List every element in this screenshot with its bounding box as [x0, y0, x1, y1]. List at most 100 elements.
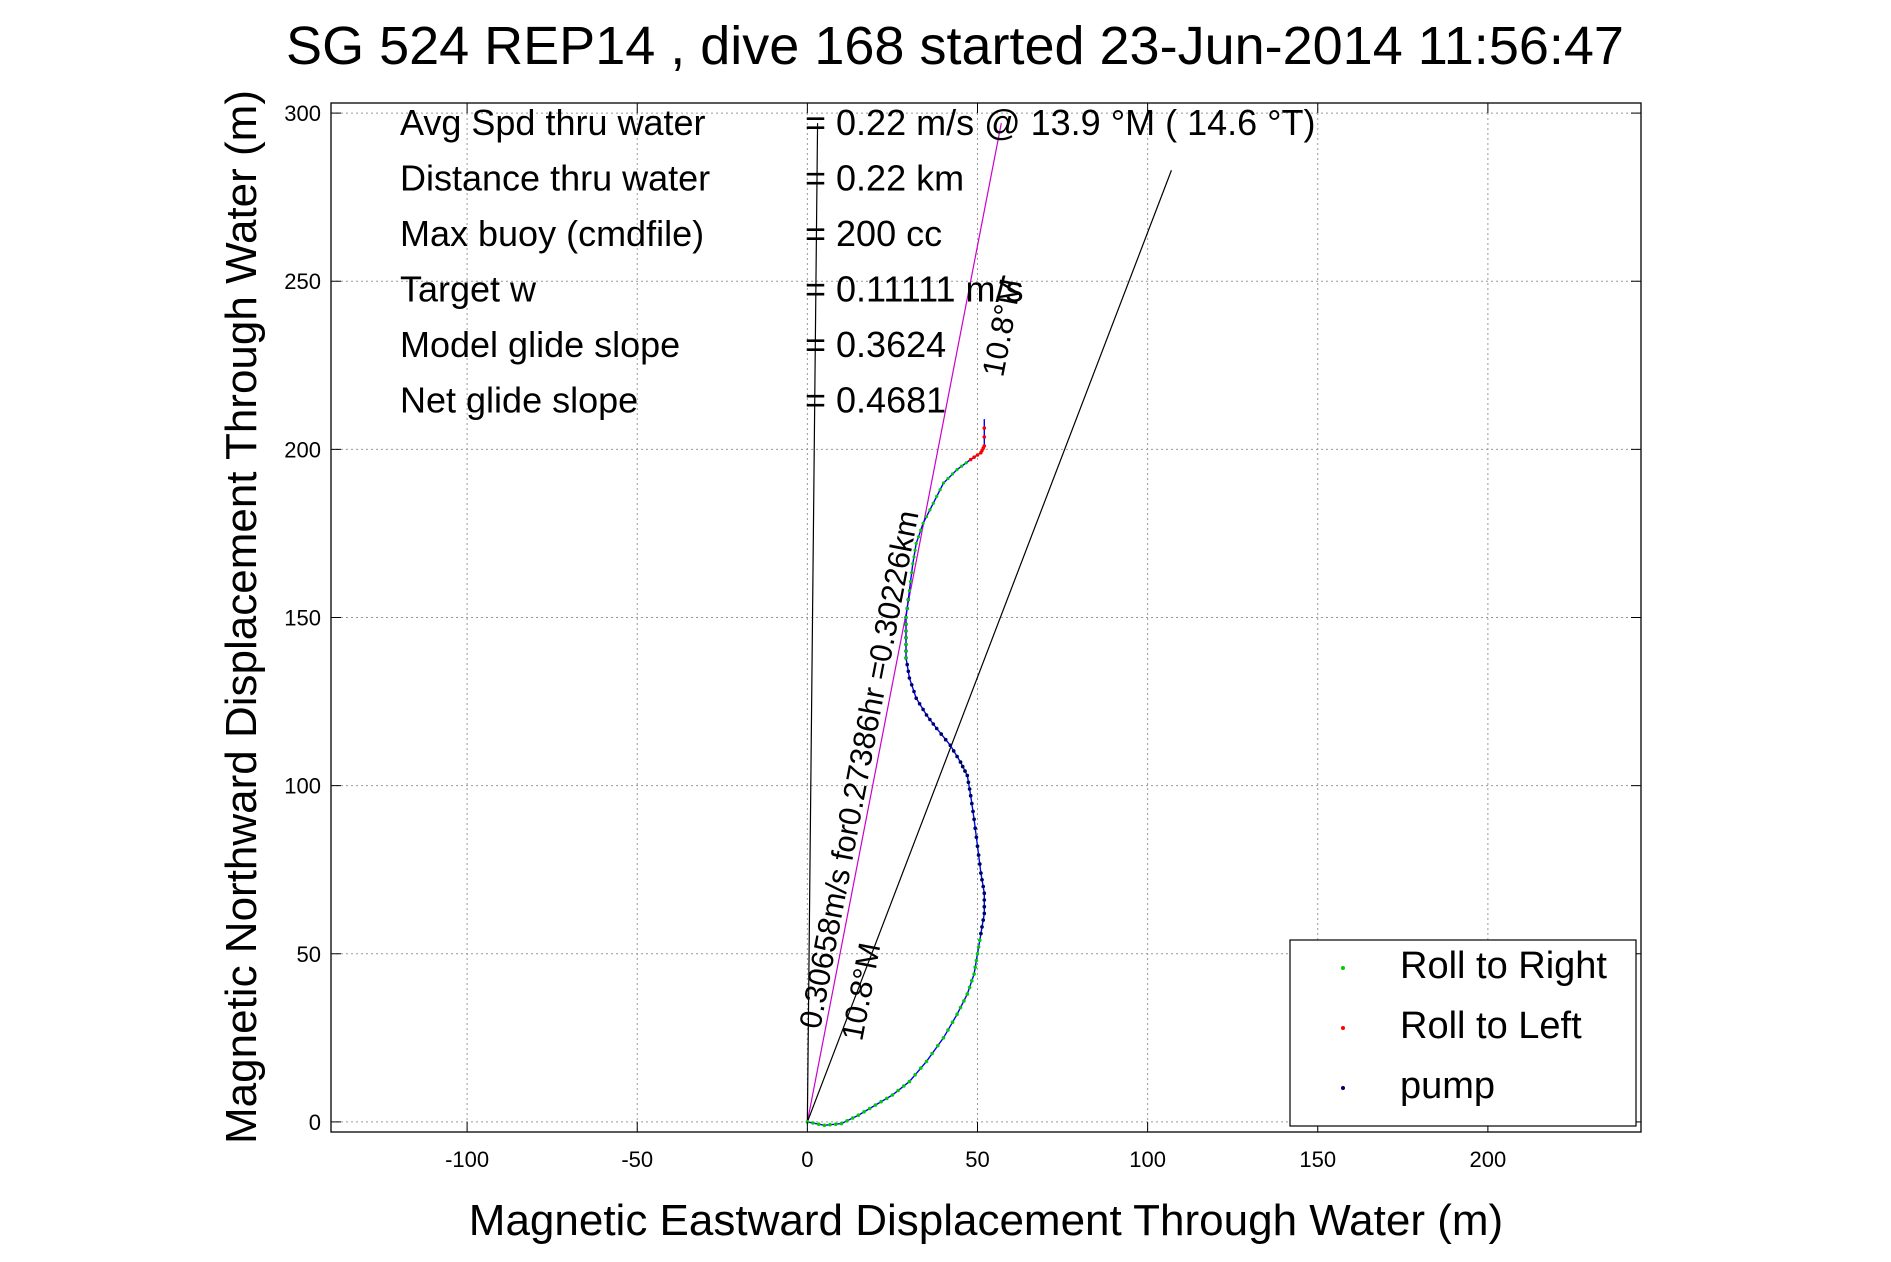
roll-right-marker: [914, 541, 918, 546]
roll-right-marker: [930, 1051, 934, 1056]
roll-right-marker: [904, 615, 908, 620]
pump-marker: [921, 707, 925, 712]
roll-left-marker: [975, 453, 980, 457]
roll-right-marker: [946, 476, 950, 481]
roll-right-marker: [904, 656, 908, 660]
y-tick-label: 0: [309, 1110, 321, 1135]
y-tick-label: 50: [297, 942, 321, 967]
roll-right-marker: [978, 938, 982, 943]
roll-left-marker: [982, 435, 987, 439]
roll-right-marker: [913, 548, 917, 552]
x-tick-label: 50: [965, 1147, 989, 1172]
pump-marker: [968, 793, 973, 798]
roll-right-marker: [909, 580, 913, 584]
legend-box: [1289, 939, 1637, 1127]
x-tick-label: 0: [801, 1147, 813, 1172]
stat-label: Avg Spd thru water: [400, 102, 706, 143]
pump-marker: [963, 769, 967, 773]
roll-right-marker: [811, 1121, 815, 1125]
roll-right-marker: [907, 589, 912, 593]
roll-right-marker: [964, 461, 968, 465]
pump-marker: [973, 826, 977, 830]
roll-right-marker: [913, 1073, 917, 1077]
roll-right-marker: [910, 571, 914, 575]
pump-marker: [960, 764, 965, 769]
roll-right-marker: [921, 521, 925, 525]
pump-marker: [971, 809, 975, 814]
roll-right-marker: [906, 598, 910, 602]
roll-left-marker: [968, 457, 973, 462]
stat-label: Distance thru water: [400, 158, 710, 199]
roll-right-marker: [938, 488, 942, 492]
stats-block: Avg Spd thru water = 0.22 m/s @ 13.9 °M (…: [400, 102, 1316, 421]
roll-left-marker: [982, 444, 987, 448]
pump-marker: [979, 931, 983, 936]
x-tick-label: 200: [1470, 1147, 1507, 1172]
legend-roll-left-marker: [1341, 1026, 1345, 1030]
roll-right-marker: [941, 1036, 946, 1040]
grid-lines: [331, 103, 1641, 1132]
roll-right-marker: [867, 1106, 872, 1111]
pump-marker: [924, 713, 929, 717]
stat-value: = 0.3624: [805, 324, 946, 365]
roll-right-marker: [904, 636, 908, 640]
pump-marker: [980, 878, 984, 882]
stat-value: = 0.22 km: [805, 158, 964, 199]
roll-right-marker: [850, 1116, 855, 1120]
pump-marker: [931, 722, 936, 726]
roll-right-marker: [890, 1093, 895, 1097]
pump-marker: [979, 871, 983, 875]
legend-pump-marker: [1341, 1086, 1345, 1090]
pump-marker: [981, 918, 985, 922]
y-tick-label: 150: [284, 606, 321, 631]
roll-right-marker: [946, 1028, 950, 1032]
roll-right-marker: [960, 464, 964, 468]
pump-marker: [974, 835, 979, 839]
pump-marker: [928, 717, 932, 722]
roll-right-marker: [972, 972, 976, 976]
roll-right-marker: [970, 978, 974, 983]
pump-marker: [976, 853, 981, 857]
pump-marker: [906, 669, 911, 674]
pump-marker: [975, 844, 980, 848]
x-tick-label: -50: [621, 1147, 653, 1172]
roll-right-marker: [896, 1088, 900, 1093]
stat-value: = 0.4681: [805, 380, 946, 421]
roll-right-marker: [856, 1113, 861, 1117]
track-markers: [805, 426, 987, 1128]
pump-marker: [951, 749, 956, 753]
roll-right-marker: [950, 472, 955, 476]
pump-marker: [982, 904, 987, 909]
roll-right-marker: [905, 606, 909, 611]
roll-right-marker: [958, 1005, 963, 1010]
roll-right-marker: [822, 1123, 827, 1128]
pump-marker: [965, 773, 970, 778]
stat-label: Target w: [400, 269, 537, 310]
roll-right-marker: [885, 1096, 889, 1101]
x-tick-label: -100: [445, 1147, 489, 1172]
legend-pump-label: pump: [1400, 1065, 1495, 1107]
pump-marker: [912, 689, 916, 694]
roll-right-marker: [941, 481, 946, 485]
roll-right-marker: [962, 999, 966, 1003]
slope-line: [806, 170, 1173, 1123]
pump-marker: [955, 754, 959, 759]
y-tick-label: 300: [284, 101, 321, 126]
roll-right-marker: [955, 467, 959, 472]
pump-marker: [982, 911, 987, 916]
pump-marker: [917, 702, 922, 706]
roll-right-marker: [955, 1012, 959, 1017]
pump-marker: [914, 696, 918, 700]
y-tick-label: 100: [284, 774, 321, 799]
roll-right-marker: [975, 952, 980, 956]
roll-right-marker: [907, 1079, 912, 1084]
roll-right-marker: [924, 1059, 929, 1064]
legend-items: Roll to Right Roll to Left pump: [1341, 945, 1607, 1107]
roll-right-marker: [919, 1066, 923, 1070]
roll-right-marker: [839, 1121, 844, 1126]
roll-right-marker: [976, 945, 981, 949]
roll-right-marker: [924, 515, 929, 519]
stat-label: Model glide slope: [400, 324, 680, 365]
roll-right-marker: [965, 992, 970, 996]
